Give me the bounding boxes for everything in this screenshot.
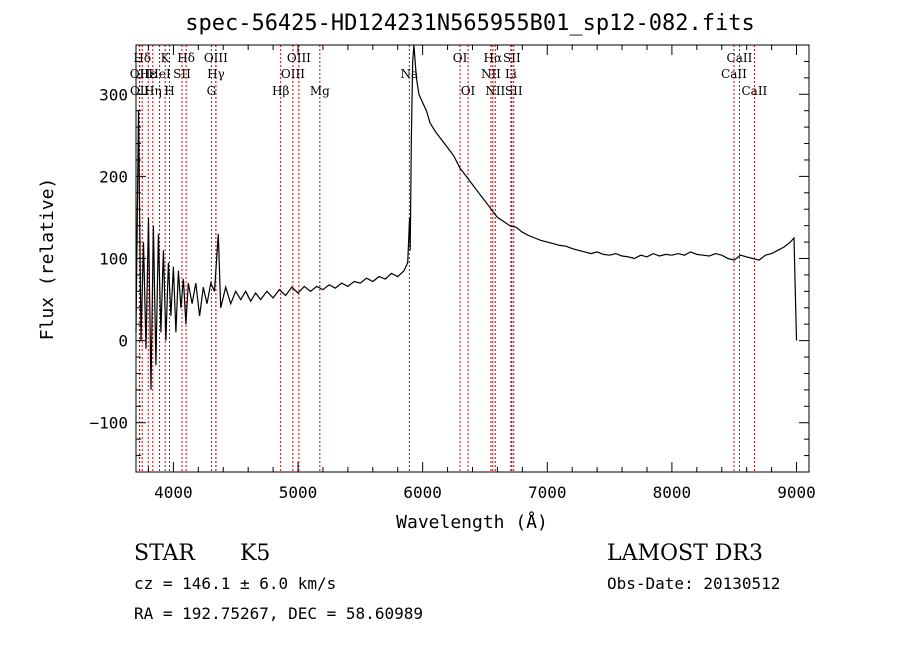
emission-label-0: OII <box>130 67 150 81</box>
emission-label-12: Hγ <box>207 67 225 81</box>
emission-labels-group: OIIOIIHδHεHηHeIKHSIIHδGOIIIHγHβOIIIOIIIM… <box>130 51 768 98</box>
emission-label-28: CaII <box>741 84 767 98</box>
emission-label-13: Hβ <box>272 84 289 98</box>
emission-label-18: OI <box>453 51 468 65</box>
x-tick-label-3: 7000 <box>528 483 567 502</box>
x-tick-label-0: 4000 <box>154 483 193 502</box>
emission-label-6: K <box>161 51 171 65</box>
plot-frame <box>135 44 810 473</box>
observation-date: Obs-Date: 20130512 <box>607 574 780 593</box>
ticks-group <box>136 44 809 473</box>
object-subclass: K5 <box>240 541 270 566</box>
x-tick-label-5: 9000 <box>777 483 816 502</box>
emission-label-27: CaII <box>727 51 753 65</box>
emission-label-9: Hδ <box>177 51 195 65</box>
emission-label-25: SII <box>505 84 523 98</box>
emission-label-5: HeI <box>148 67 171 81</box>
emission-label-4: Hη <box>144 84 162 98</box>
x-tick-label-2: 6000 <box>403 483 442 502</box>
emission-label-15: OIII <box>287 51 311 65</box>
x-tick-label-4: 8000 <box>653 483 692 502</box>
emission-label-19: OI <box>461 84 476 98</box>
y-axis-label: Flux (relative) <box>37 178 58 341</box>
spectrum-line <box>135 44 798 390</box>
y-tick-label-2: 100 <box>99 250 128 269</box>
y-tick-label-3: 200 <box>99 167 128 186</box>
emission-label-16: Mg <box>310 84 330 98</box>
redshift-velocity: cz = 146.1 ± 6.0 km/s <box>134 574 336 593</box>
emission-label-10: G <box>207 84 217 98</box>
emission-label-3: Hε <box>140 67 157 81</box>
emission-label-8: SII <box>173 67 191 81</box>
emission-label-7: H <box>164 84 174 98</box>
emission-label-20: NII <box>481 67 501 81</box>
emission-label-11: OIII <box>204 51 228 65</box>
emission-lines-group <box>138 45 755 472</box>
y-tick-label-1: 0 <box>118 332 128 351</box>
y-tick-label-4: 300 <box>99 85 128 104</box>
y-tick-label-0: −100 <box>89 414 128 433</box>
emission-label-23: SII <box>503 51 521 65</box>
object-class: STAR <box>134 541 196 566</box>
emission-label-26: CaII <box>721 67 747 81</box>
x-tick-label-1: 5000 <box>279 483 318 502</box>
coordinates: RA = 192.75267, DEC = 58.60989 <box>134 604 423 623</box>
emission-label-22: NII <box>485 84 505 98</box>
emission-label-21: Hα <box>484 51 503 65</box>
emission-label-14: OIII <box>281 67 305 81</box>
x-axis-label: Wavelength (Å) <box>396 511 548 533</box>
tick-labels-group: 4000 5000 6000 7000 8000 9000 −100 0 100 200 300 <box>89 85 815 502</box>
survey-name: LAMOST DR3 <box>607 541 763 566</box>
emission-label-24: Li <box>505 67 517 81</box>
emission-label-17: Na <box>400 67 418 81</box>
chart-title: spec-56425-HD124231N565955B01_sp12-082.f… <box>185 11 755 36</box>
